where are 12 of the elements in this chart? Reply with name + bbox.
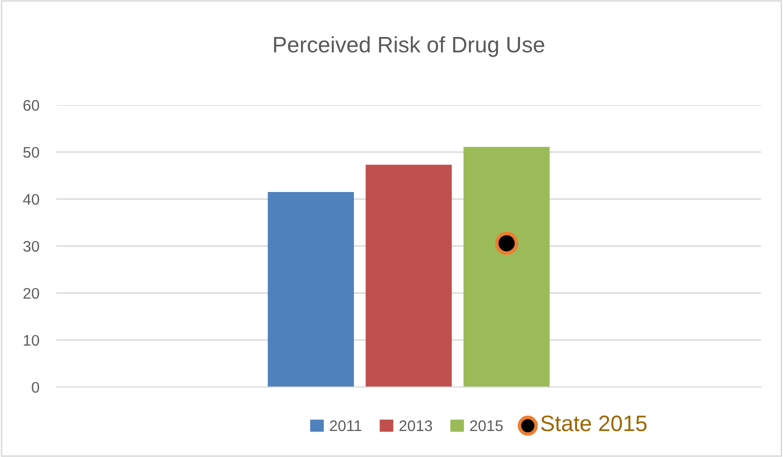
- legend-label: State 2015: [541, 416, 647, 432]
- legend-label: 2015: [470, 420, 503, 432]
- legend-label: 2011: [330, 420, 362, 432]
- y-tick-label: 30: [23, 240, 40, 252]
- y-tick-label: 50: [23, 146, 40, 158]
- legend-label: 2013: [400, 420, 432, 432]
- y-tick-label: 10: [24, 334, 40, 346]
- y-tick-label: 0: [32, 382, 40, 393]
- y-tick-label: 60: [23, 100, 40, 111]
- y-tick-label: 40: [23, 194, 40, 205]
- y-tick-label: 20: [23, 288, 40, 299]
- chart-title: Perceived Risk of Drug Use: [274, 36, 544, 57]
